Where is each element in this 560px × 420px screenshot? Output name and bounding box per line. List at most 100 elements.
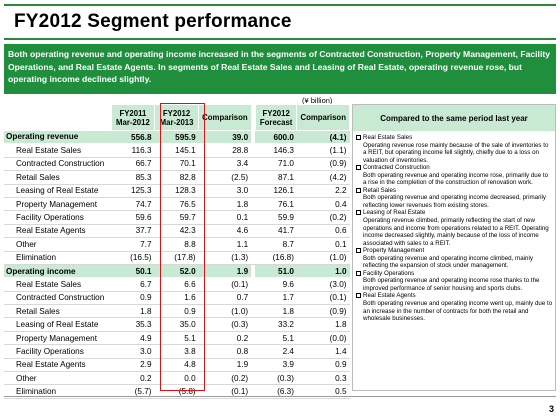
cell-comparison: (1.3) — [198, 251, 252, 265]
comment-title: Facility Operations — [363, 269, 415, 277]
cell-fy2011: 66.7 — [111, 157, 155, 172]
row-label: Other — [4, 371, 112, 386]
table-row: Real Estate Sales 116.3 145.1 28.8 146.3 (1.1… — [4, 143, 350, 158]
comment-title-row: Real Estate Sales — [356, 134, 553, 142]
row-label: Facility Operations — [4, 344, 112, 359]
cell-fy2012: 59.7 — [154, 210, 199, 225]
cell-fy2011: 35.3 — [111, 317, 155, 332]
cell-comparison: 0.7 — [198, 291, 252, 306]
cell-comparison-forecast: 0.5 — [296, 384, 350, 399]
cell-gap — [251, 277, 256, 292]
table-body: Operating revenue 556.8 595.9 39.0 600.0 (4.1… — [4, 130, 350, 399]
cell-comparison: 4.6 — [198, 224, 252, 239]
cell-fy2012: (5.8) — [154, 384, 199, 399]
cell-comparison-forecast: 0.3 — [296, 371, 350, 386]
cell-comparison: 39.0 — [198, 130, 252, 145]
table-total-row: Operating revenue 556.8 595.9 39.0 600.0 (4.1… — [4, 130, 350, 145]
table-row: Real Estate Agents 37.7 42.3 4.6 41.7 0.6 — [4, 224, 350, 239]
cell-fy2012: 82.8 — [154, 170, 199, 185]
table-row: Elimination (16.5) (17.8) (1.3) (16.8) (1.0) — [4, 251, 350, 265]
checkbox-square-icon — [356, 165, 361, 171]
cell-gap — [251, 184, 256, 198]
cell-gap — [251, 384, 256, 399]
cell-fy2011: 37.7 — [111, 224, 155, 239]
cell-comparison-forecast: 0.9 — [296, 358, 350, 373]
cell-fy2012: 70.1 — [154, 157, 199, 172]
cell-fy2012: (17.8) — [154, 251, 199, 265]
cell-comparison: 28.8 — [198, 143, 252, 158]
cell-gap — [251, 264, 256, 279]
cell-comparison-forecast: (0.9) — [296, 157, 350, 172]
comment-text: Operating revenue rose mainly because of… — [363, 141, 549, 164]
unit-label: (¥ billion) — [302, 96, 333, 105]
cell-forecast: 5.1 — [255, 331, 297, 346]
row-label: Elimination — [4, 384, 112, 399]
cell-fy2012: 145.1 — [154, 143, 199, 158]
comment-item: Contracted Construction Both operating re… — [356, 164, 553, 187]
cell-comparison-forecast: (0.0) — [296, 331, 350, 346]
cell-fy2012: 76.5 — [154, 197, 199, 212]
cell-fy2011: 0.2 — [111, 371, 155, 386]
comment-item: Leasing of Real Estate Operating revenue … — [356, 209, 553, 247]
cell-comparison-forecast: (0.1) — [296, 291, 350, 306]
summary-banner: Both operating revenue and operating inc… — [4, 44, 556, 94]
comment-title-row: Retail Sales — [356, 187, 553, 195]
cell-forecast: 87.1 — [255, 170, 297, 185]
row-label: Retail Sales — [4, 304, 112, 319]
cell-fy2011: 125.3 — [111, 184, 155, 198]
cell-forecast: 59.9 — [255, 210, 297, 225]
cell-forecast: 1.8 — [255, 304, 297, 319]
cell-comparison: (1.0) — [198, 304, 252, 319]
cell-comparison-forecast: (4.1) — [296, 130, 350, 145]
header-comparison: Comparison — [198, 104, 252, 131]
cell-fy2011: 74.7 — [111, 197, 155, 212]
cell-forecast: 1.7 — [255, 291, 297, 306]
comment-text: Both operating revenue and operating inc… — [363, 171, 549, 187]
comment-item: Real Estate Agents Both operating revenue… — [356, 292, 553, 322]
cell-gap — [251, 130, 256, 145]
table-total-row: Operating income 50.1 52.0 1.9 51.0 1.0 — [4, 264, 350, 279]
cell-comparison: (2.5) — [198, 170, 252, 185]
table-row: Facility Operations 3.0 3.8 0.8 2.4 1.4 — [4, 344, 350, 359]
cell-fy2012: 52.0 — [154, 264, 199, 279]
comments-panel: Compared to the same period last year Re… — [352, 104, 556, 391]
cell-fy2011: 116.3 — [111, 143, 155, 158]
cell-comparison-forecast: (0.9) — [296, 304, 350, 319]
cell-fy2011: (16.5) — [111, 251, 155, 265]
comment-text: Both operating revenue and operating inc… — [363, 194, 546, 209]
cell-fy2011: 556.8 — [111, 130, 155, 145]
comment-title: Retail Sales — [363, 186, 397, 194]
comment-title: Real Estate Sales — [363, 134, 413, 141]
row-label: Operating income — [4, 264, 112, 279]
header-blank — [4, 104, 112, 131]
cell-fy2012: 0.0 — [154, 371, 199, 386]
cell-forecast: 600.0 — [255, 130, 297, 145]
cell-comparison-forecast: 1.4 — [296, 344, 350, 359]
row-label: Real Estate Sales — [4, 277, 112, 292]
cell-forecast: 41.7 — [255, 224, 297, 239]
row-label: Real Estate Agents — [4, 224, 112, 239]
table-row: Real Estate Sales 6.7 6.6 (0.1) 9.6 (3.0) — [4, 277, 350, 292]
comment-item: Real Estate Sales Operating revenue rose … — [356, 134, 553, 164]
row-label: Retail Sales — [4, 170, 112, 185]
cell-gap — [251, 358, 256, 373]
cell-comparison-forecast: (4.2) — [296, 170, 350, 185]
cell-fy2012: 0.9 — [154, 304, 199, 319]
cell-gap — [251, 143, 256, 158]
cell-fy2012: 595.9 — [154, 130, 199, 145]
cell-comparison: 1.9 — [198, 264, 252, 279]
cell-comparison: (0.1) — [198, 277, 252, 292]
comment-title-row: Contracted Construction — [356, 164, 553, 172]
cell-comparison: (0.3) — [198, 317, 252, 332]
cell-fy2011: 0.9 — [111, 291, 155, 306]
cell-fy2011: (5.7) — [111, 384, 155, 399]
cell-fy2011: 7.7 — [111, 237, 155, 252]
cell-comparison-forecast: 0.6 — [296, 224, 350, 239]
checkbox-square-icon — [356, 135, 361, 140]
cell-forecast: 2.4 — [255, 344, 297, 359]
table-row: Other 0.2 0.0 (0.2) (0.3) 0.3 — [4, 371, 350, 386]
cell-fy2011: 4.9 — [111, 331, 155, 346]
cell-comparison: 0.8 — [198, 344, 252, 359]
cell-gap — [251, 304, 256, 319]
cell-comparison: 1.9 — [198, 358, 252, 373]
